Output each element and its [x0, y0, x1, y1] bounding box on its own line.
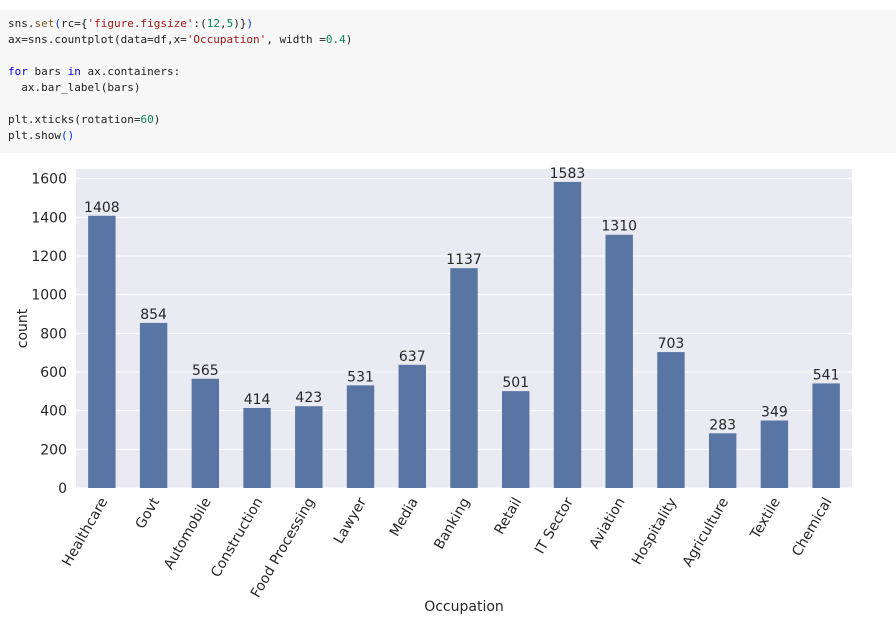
bar [346, 385, 375, 488]
bar-value-label: 283 [709, 417, 736, 433]
code-token: set [34, 17, 55, 30]
code-token: 60 [140, 113, 154, 126]
code-token: ( [54, 17, 61, 30]
bar [812, 383, 840, 488]
bars [88, 181, 840, 488]
bar [760, 420, 789, 488]
bar-value-label: 349 [761, 405, 788, 421]
code-token: bars [27, 65, 68, 78]
code-token: ax=sns.countplot(data=df,x= [8, 33, 187, 46]
y-tick-label: 1600 [31, 172, 67, 188]
y-tick-label: 1400 [31, 210, 67, 226]
bar-value-label: 637 [399, 349, 426, 365]
bar [605, 234, 633, 488]
code-token: () [60, 129, 75, 142]
code-token: ax.bar_label(bars) [8, 81, 141, 94]
x-tick-label: Lawyer [331, 495, 370, 547]
x-tick-labels: Healthcare GovtAutomobileConstructionFood… [59, 495, 835, 601]
y-tick-label: 200 [40, 442, 67, 458]
bar [708, 433, 737, 488]
x-tick-label: Govt [133, 495, 164, 532]
bar-value-label: 854 [140, 307, 167, 323]
y-tick-label: 800 [40, 326, 67, 342]
code-token: 5 [226, 17, 234, 30]
code-token: in [67, 65, 81, 78]
x-tick-label: Hospitality [629, 495, 680, 568]
code-line: for bars in ax.containers: [8, 64, 888, 80]
y-tick-label: 400 [40, 404, 67, 420]
code-line: plt.xticks(rotation=60) [8, 112, 888, 128]
code-token: ax.containers: [80, 65, 181, 78]
bar [502, 391, 530, 488]
code-token: 'figure.figsize' [87, 17, 194, 30]
code-token: , width = [266, 33, 326, 46]
y-tick-label: 1200 [31, 249, 67, 265]
code-lines: sns.set(rc={'figure.figsize':(12,5)}) ax=… [8, 16, 888, 144]
x-tick-label: Retail [492, 495, 526, 537]
x-tick-label: Construction [208, 495, 266, 580]
bar-value-label: 541 [813, 367, 840, 383]
bar-value-label: 1137 [446, 252, 482, 268]
x-tick-label: Agriculture [680, 495, 732, 570]
y-tick-label: 1000 [31, 288, 67, 304]
x-tick-label: Textile [747, 495, 784, 543]
code-token: rc={ [61, 17, 88, 30]
x-axis-title: Occupation [424, 599, 504, 615]
x-tick-label: Banking [431, 495, 473, 552]
code-token: :( [193, 17, 207, 30]
code-token: ) [246, 17, 254, 30]
code-token: 0.4 [325, 33, 346, 46]
bar-value-label: 414 [244, 392, 271, 408]
bar [657, 352, 685, 488]
bar-value-label: 423 [295, 390, 322, 406]
x-tick-label: Automobile [161, 495, 215, 572]
code-line [8, 96, 888, 112]
bar-value-label: 1408 [84, 200, 120, 216]
y-tick-labels: 0 200 400 600 800 1000 1200 1400 1600 [31, 172, 67, 497]
bar-labels: 1408 854 565 414 423 531 637 1137 501 1583 1310 703… [84, 166, 839, 433]
code-token: ) [345, 33, 353, 46]
bar-value-label: 531 [347, 369, 374, 385]
code-token: plt.show [8, 129, 61, 142]
bar-value-label: 501 [502, 375, 529, 391]
code-token: , [219, 17, 227, 30]
code-token: 'Occupation' [186, 33, 267, 46]
code-token: )} [233, 17, 247, 30]
bar [295, 406, 323, 488]
bar [139, 322, 168, 488]
bar [88, 215, 116, 488]
bar [450, 268, 478, 488]
code-token: plt.xticks(rotation= [8, 113, 141, 126]
code-line [8, 48, 888, 64]
code-token: for [8, 65, 28, 78]
y-tick-label: 0 [58, 481, 67, 497]
y-tick-label: 600 [40, 365, 67, 381]
x-tick-label: IT Sector [532, 495, 577, 557]
code-token: 12 [206, 17, 220, 30]
code-token: sns. [8, 17, 35, 30]
x-tick-label: Chemical [789, 495, 835, 559]
y-axis-title: count [15, 308, 31, 348]
x-tick-label: Healthcare [59, 495, 111, 569]
bar-chart: 1408 854 565 414 423 531 637 1137 501 1583 1310 703… [15, 166, 852, 615]
code-line: sns.set(rc={'figure.figsize':(12,5)}) [8, 16, 888, 32]
code-line: ax.bar_label(bars) [8, 80, 888, 96]
bar-value-label: 1583 [550, 166, 586, 182]
code-cell[interactable]: sns.set(rc={'figure.figsize':(12,5)}) ax=… [0, 10, 896, 153]
bar-value-label: 1310 [601, 219, 637, 235]
bar [398, 364, 426, 488]
bar-value-label: 703 [658, 336, 685, 352]
bar-value-label: 565 [192, 363, 219, 379]
code-line: ax=sns.countplot(data=df,x='Occupation',… [8, 32, 888, 48]
code-line: plt.show() [8, 128, 888, 144]
x-tick-label: Media [387, 495, 422, 539]
x-tick-label: Aviation [587, 495, 629, 552]
bar [243, 407, 271, 488]
bar [191, 378, 220, 488]
bar [553, 181, 582, 488]
code-token: ) [153, 113, 161, 126]
